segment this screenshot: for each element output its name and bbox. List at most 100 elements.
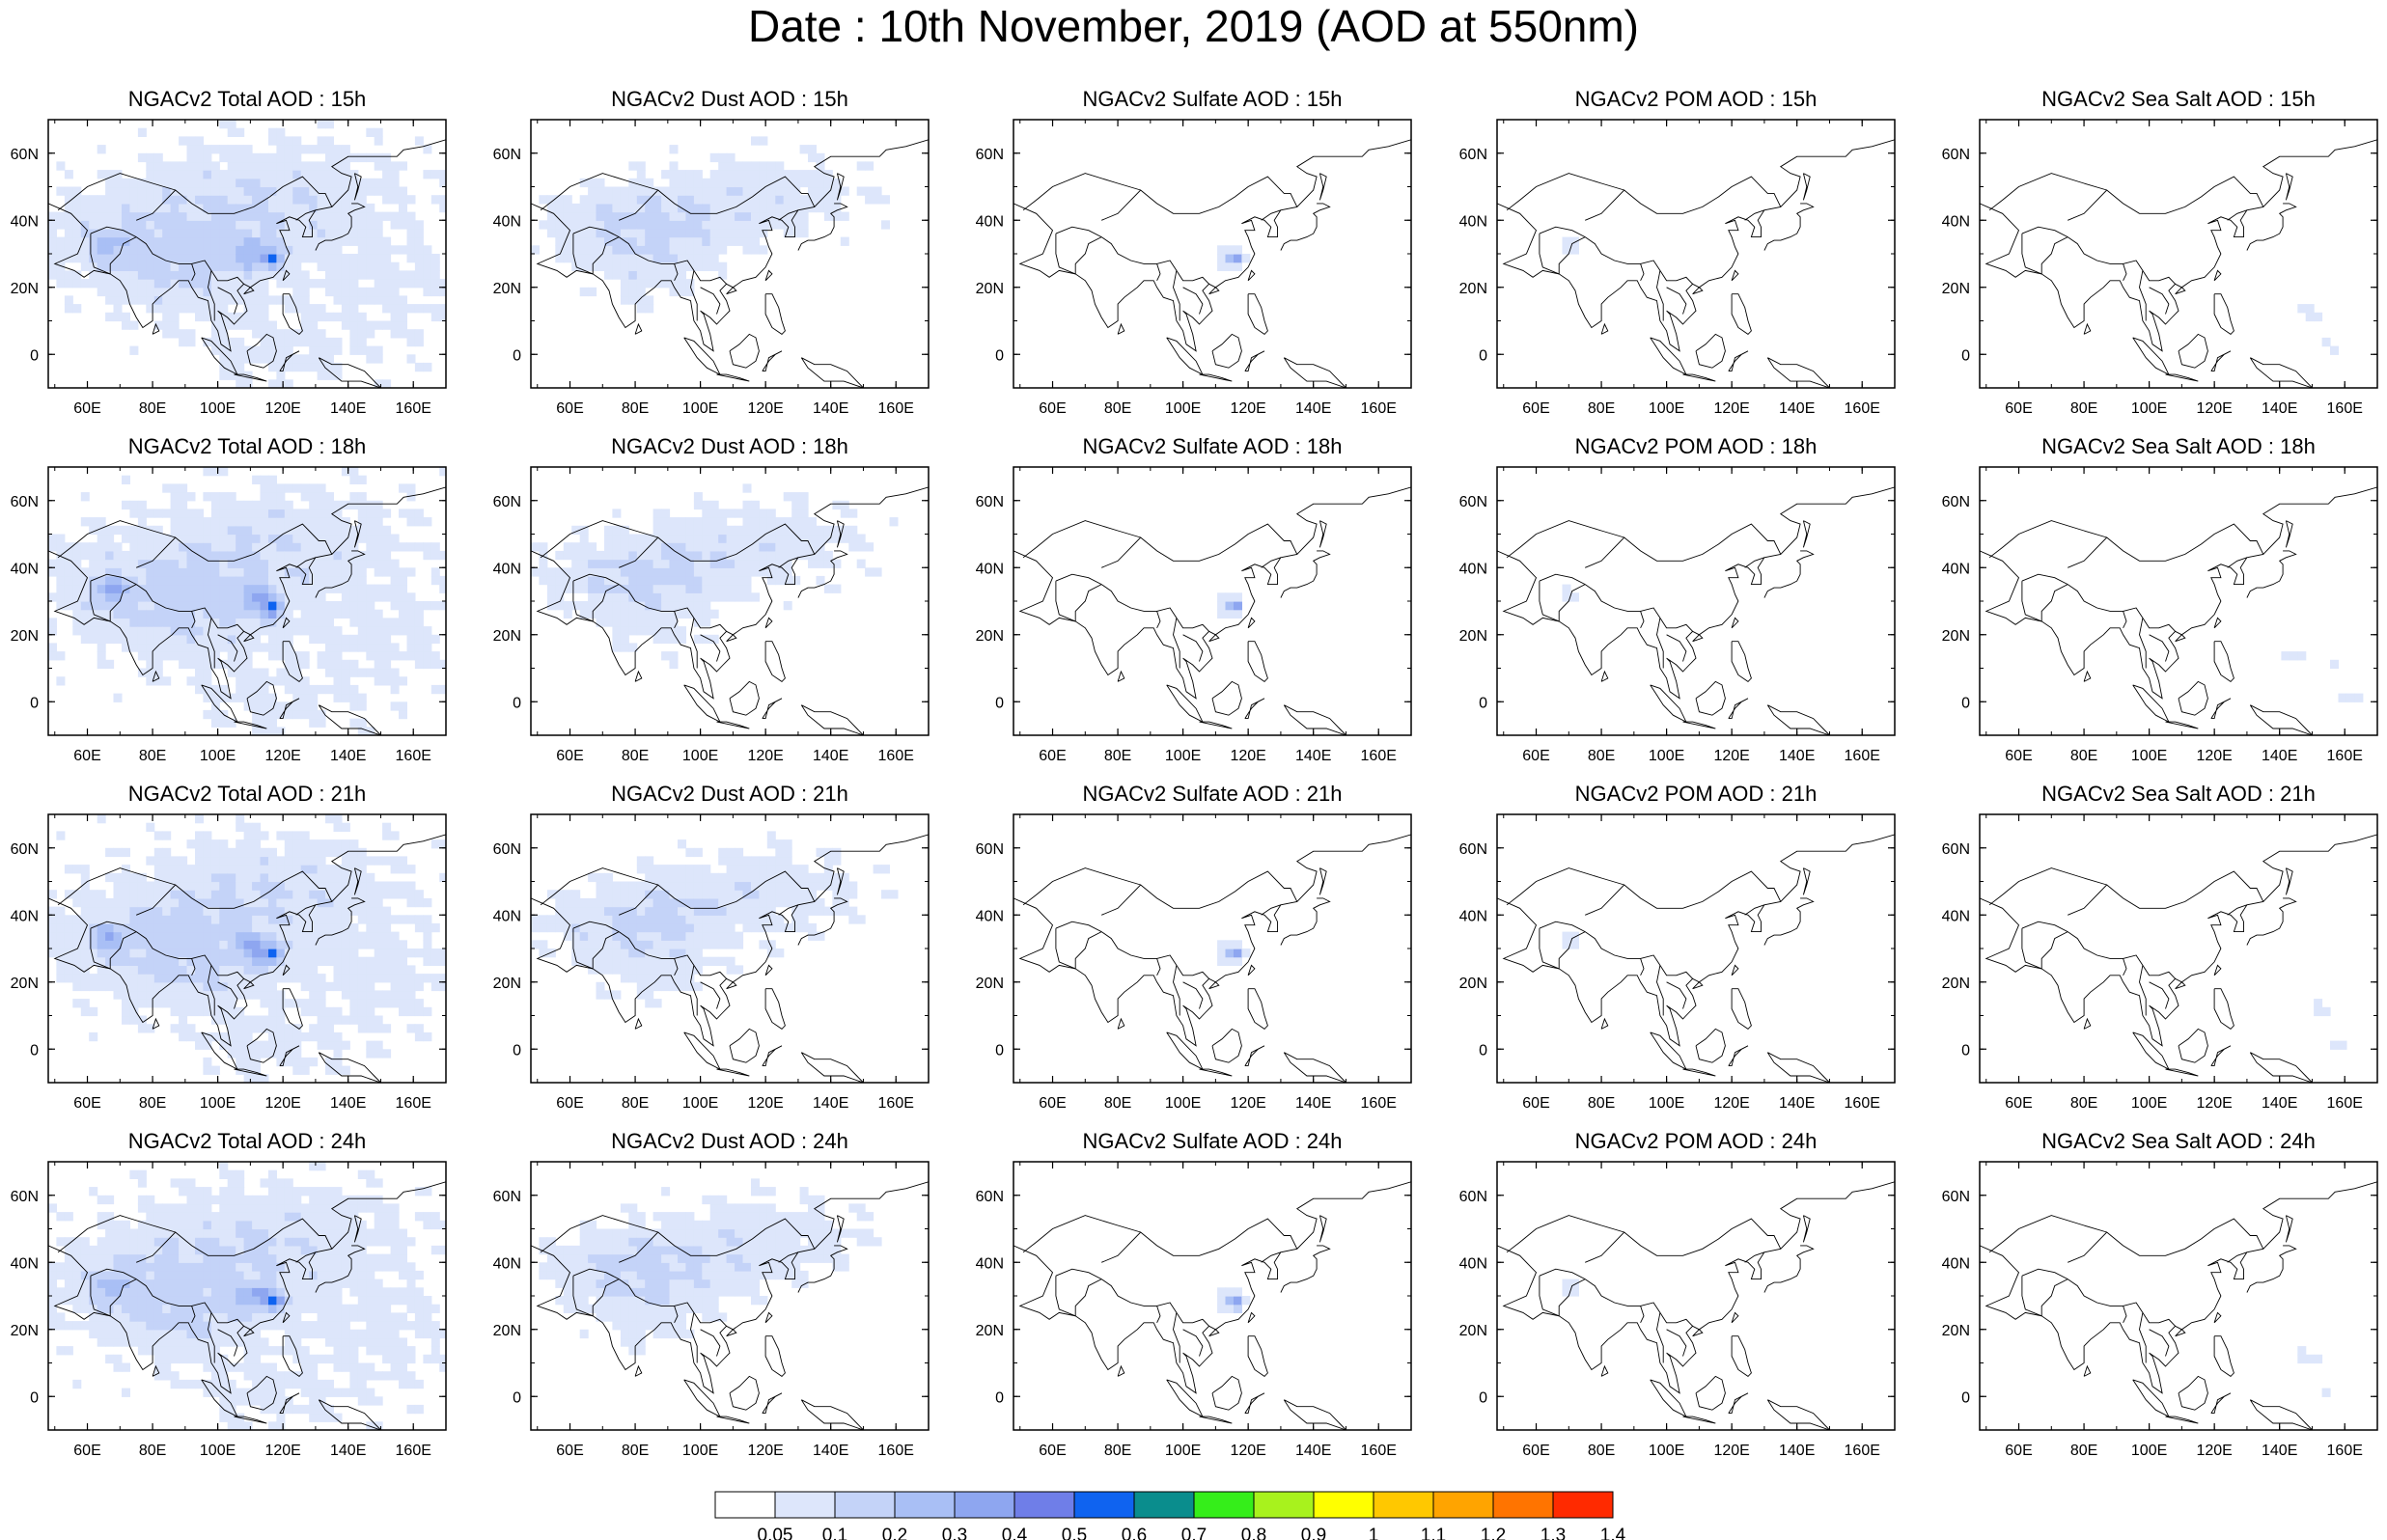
lon-label: 80E bbox=[1588, 748, 1615, 764]
lon-label: 120E bbox=[1713, 1095, 1749, 1112]
lon-label: 160E bbox=[1845, 1095, 1880, 1112]
panel-title: NGACv2 Dust AOD : 15h bbox=[611, 87, 848, 111]
lon-label: 120E bbox=[1713, 1443, 1749, 1459]
lat-label: 0 bbox=[513, 695, 521, 711]
aod-field bbox=[2297, 304, 2339, 355]
aod-field bbox=[48, 1162, 446, 1430]
aod-field bbox=[2314, 999, 2347, 1050]
lat-label: 0 bbox=[1961, 1389, 1970, 1406]
map-panel: NGACv2 Sea Salt AOD : 18h 60E 80E 100E 120E 1… bbox=[1942, 434, 2378, 764]
lon-label: 100E bbox=[682, 1095, 718, 1112]
lon-label: 120E bbox=[747, 748, 783, 764]
lat-label: 40N bbox=[1459, 908, 1487, 924]
panel-title: NGACv2 POM AOD : 15h bbox=[1575, 87, 1818, 111]
lat-label: 0 bbox=[1479, 1389, 1487, 1406]
aod-field bbox=[1562, 584, 1579, 602]
colorbar-label: 0.1 bbox=[822, 1526, 847, 1540]
lat-label: 20N bbox=[11, 976, 39, 992]
lat-label: 60N bbox=[1942, 841, 1970, 858]
lon-label: 100E bbox=[1649, 1095, 1684, 1112]
colorbar-label: 1.2 bbox=[1481, 1526, 1506, 1540]
map-frame bbox=[1013, 119, 1412, 389]
colorbar-box bbox=[1073, 1491, 1135, 1519]
lon-label: 60E bbox=[1522, 1443, 1549, 1459]
map-panel: NGACv2 Sea Salt AOD : 21h 60E 80E 100E 120E 1… bbox=[1942, 782, 2378, 1112]
lon-label: 100E bbox=[682, 748, 718, 764]
lat-label: 60N bbox=[11, 147, 39, 163]
lon-label: 140E bbox=[813, 1095, 848, 1112]
lat-label: 20N bbox=[976, 628, 1004, 645]
map-panel: NGACv2 Total AOD : 21h 60E 80E 100E 120E 140E… bbox=[11, 782, 447, 1112]
lat-label: 0 bbox=[30, 695, 39, 711]
colorbar-box bbox=[954, 1491, 1015, 1519]
map-panel: NGACv2 Total AOD : 15h 60E 80E 100E 120E 140E… bbox=[11, 87, 447, 417]
colorbar-label: 1.4 bbox=[1600, 1526, 1626, 1540]
lon-label: 120E bbox=[1713, 400, 1749, 417]
lat-label: 60N bbox=[976, 841, 1004, 858]
panel-title: NGACv2 Sea Salt AOD : 21h bbox=[2041, 782, 2316, 806]
lat-label: 0 bbox=[1961, 347, 1970, 364]
lon-label: 120E bbox=[2196, 400, 2232, 417]
lon-label: 120E bbox=[1230, 1095, 1265, 1112]
lon-label: 140E bbox=[1779, 400, 1815, 417]
coastlines bbox=[1013, 834, 1411, 1083]
map-panel: NGACv2 Dust AOD : 24h 60E 80E 100E 120E 140E 1… bbox=[493, 1129, 930, 1459]
coastlines bbox=[1980, 139, 2377, 388]
map-frame bbox=[1979, 119, 2378, 389]
panel-title: NGACv2 POM AOD : 24h bbox=[1575, 1129, 1818, 1153]
lat-label: 60N bbox=[493, 147, 521, 163]
lat-label: 60N bbox=[1942, 147, 1970, 163]
lon-label: 60E bbox=[73, 400, 100, 417]
colorbar-box bbox=[714, 1491, 776, 1519]
lat-label: 0 bbox=[513, 347, 521, 364]
coastlines bbox=[1497, 486, 1895, 735]
lon-label: 160E bbox=[2327, 1443, 2363, 1459]
lon-label: 60E bbox=[1522, 748, 1549, 764]
lat-label: 40N bbox=[11, 213, 39, 230]
lon-label: 140E bbox=[813, 748, 848, 764]
lat-label: 20N bbox=[493, 628, 521, 645]
coastlines bbox=[1497, 139, 1895, 388]
lat-label: 60N bbox=[1459, 841, 1487, 858]
panel-title: NGACv2 Sea Salt AOD : 18h bbox=[2041, 434, 2316, 458]
lat-label: 40N bbox=[11, 561, 39, 577]
lat-label: 40N bbox=[1942, 1255, 1970, 1272]
lat-label: 60N bbox=[11, 1189, 39, 1205]
map-panel: NGACv2 Sea Salt AOD : 24h 60E 80E 100E 120E 1… bbox=[1942, 1129, 2378, 1459]
colorbar-label: 0.8 bbox=[1241, 1526, 1266, 1540]
lon-label: 140E bbox=[2262, 1095, 2297, 1112]
lat-label: 40N bbox=[1459, 561, 1487, 577]
lat-label: 0 bbox=[1479, 1042, 1487, 1059]
lat-label: 40N bbox=[976, 908, 1004, 924]
lon-label: 160E bbox=[1361, 400, 1397, 417]
lat-label: 20N bbox=[1459, 1323, 1487, 1339]
lat-label: 60N bbox=[11, 494, 39, 510]
lon-label: 60E bbox=[556, 400, 583, 417]
lon-label: 60E bbox=[73, 748, 100, 764]
panel-title: NGACv2 Sea Salt AOD : 24h bbox=[2041, 1129, 2316, 1153]
lat-label: 60N bbox=[976, 1189, 1004, 1205]
lat-label: 0 bbox=[1961, 1042, 1970, 1059]
panel-title: NGACv2 Dust AOD : 24h bbox=[611, 1129, 848, 1153]
colorbar-box bbox=[774, 1491, 836, 1519]
lon-label: 60E bbox=[556, 1443, 583, 1459]
aod-field bbox=[1217, 1287, 1251, 1313]
lat-label: 0 bbox=[995, 347, 1004, 364]
lon-label: 80E bbox=[139, 400, 166, 417]
colorbar-label: 1.1 bbox=[1421, 1526, 1446, 1540]
lat-label: 20N bbox=[493, 1323, 521, 1339]
aod-field bbox=[1217, 940, 1251, 966]
colorbar-label: 0.9 bbox=[1301, 1526, 1326, 1540]
lon-label: 60E bbox=[2005, 1443, 2032, 1459]
lat-label: 20N bbox=[976, 281, 1004, 297]
lon-label: 100E bbox=[2131, 400, 2167, 417]
coastlines bbox=[531, 834, 929, 1083]
lat-label: 20N bbox=[493, 281, 521, 297]
colorbar-label: 1 bbox=[1369, 1526, 1379, 1540]
lon-label: 100E bbox=[2131, 1095, 2167, 1112]
map-frame bbox=[1013, 466, 1412, 736]
lon-label: 160E bbox=[396, 748, 431, 764]
lon-label: 100E bbox=[200, 400, 236, 417]
map-panel: NGACv2 Sulfate AOD : 18h 60E 80E 100E 120E 14… bbox=[976, 434, 1412, 764]
lat-label: 0 bbox=[1961, 695, 1970, 711]
